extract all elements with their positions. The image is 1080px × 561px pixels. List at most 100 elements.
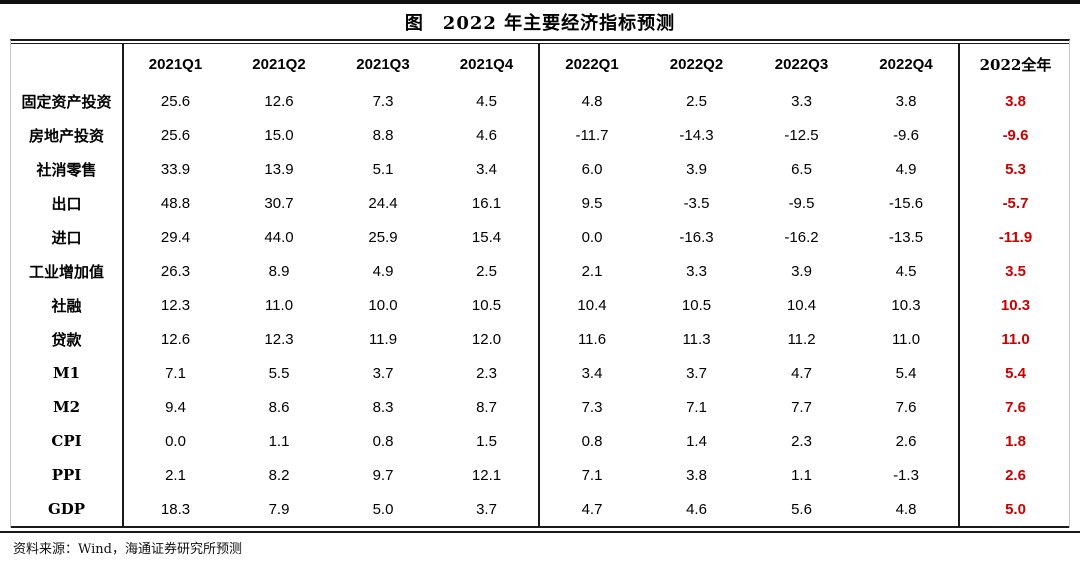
column-header: 2022Q4: [854, 44, 960, 84]
value-cell: 0.0: [581, 228, 603, 246]
source-note: 资料来源：Wind，海通证券研究所预测: [13, 542, 242, 557]
value-cell: 5.6: [791, 500, 812, 518]
row-label: 固定资产投资: [11, 84, 124, 118]
row-label: 社融: [11, 288, 124, 322]
table-row: 贷款 12.6 12.3 11.9 12.0 11.6 11.3 11.2 11.0 11.0: [11, 322, 1071, 356]
annual-value-cell: 7.6: [1005, 398, 1026, 416]
value-cell: 5.0: [372, 500, 394, 518]
value-cell: 7.1: [165, 364, 186, 382]
value-cell: 24.4: [368, 194, 398, 212]
annual-value-cell: -11.9: [998, 228, 1033, 246]
value-cell: 4.8: [581, 92, 603, 110]
table-row: 固定资产投资 25.6 12.6 7.3 4.5 4.8 2.5 3.3 3.8 3.8: [11, 84, 1071, 118]
value-cell: 3.7: [686, 364, 707, 382]
value-cell: 10.3: [854, 288, 960, 322]
value-cell: 8.7: [435, 390, 540, 424]
value-cell: 1.1: [791, 466, 812, 484]
value-cell: 4.6: [435, 118, 540, 152]
value-cell: 10.4: [786, 296, 817, 314]
value-cell: 10.0: [368, 296, 398, 314]
value-cell: 3.4: [435, 152, 540, 186]
value-cell: 18.3: [160, 500, 191, 518]
value-cell: 7.3: [372, 92, 394, 110]
row-label: 进口: [11, 220, 124, 254]
value-cell: 10.5: [435, 288, 540, 322]
table-row: 工业增加值 26.3 8.9 4.9 2.5 2.1 3.3 3.9 4.5 3.5: [11, 254, 1071, 288]
value-cell: 12.1: [435, 458, 540, 492]
value-cell: 10.4: [577, 296, 607, 314]
value-cell: 8.3: [372, 398, 394, 416]
top-divider: [0, 0, 1080, 4]
column-header: 2021Q2: [252, 55, 306, 73]
table-row: 社消零售 33.9 13.9 5.1 3.4 6.0 3.9 6.5 4.9 5.3: [11, 152, 1071, 186]
value-cell: 13.9: [264, 160, 294, 178]
corner-cell: [11, 44, 124, 84]
value-cell: 4.5: [854, 254, 960, 288]
value-cell: 11.2: [787, 330, 816, 348]
table-row: M2 9.4 8.6 8.3 8.7 7.3 7.1 7.7 7.6 7.6: [11, 390, 1071, 424]
column-header: 2022Q1: [565, 55, 619, 73]
value-cell: 0.0: [165, 432, 186, 450]
value-cell: 0.8: [581, 432, 603, 450]
value-cell: 3.4: [581, 364, 603, 382]
value-cell: 7.1: [581, 466, 603, 484]
bottom-divider: [0, 531, 1080, 533]
annual-value-cell: 3.5: [1005, 262, 1026, 280]
value-cell: 12.3: [160, 296, 191, 314]
column-header: 2021Q1: [148, 55, 203, 73]
header-row: 2021Q1 2021Q2 2021Q3 2021Q4 2022Q1 2022Q2 2022…: [11, 44, 1071, 84]
row-label: CPI: [11, 424, 124, 458]
value-cell: 3.9: [791, 262, 812, 280]
value-cell: 7.9: [268, 500, 290, 518]
column-header: 2022全年: [979, 55, 1052, 74]
value-cell: 11.0: [854, 322, 960, 356]
value-cell: 11.9: [368, 330, 398, 348]
value-cell: 8.9: [268, 262, 290, 280]
value-cell: 4.8: [854, 492, 960, 526]
table-row: M1 7.1 5.5 3.7 2.3 3.4 3.7 4.7 5.4 5.4: [11, 356, 1071, 390]
value-cell: -3.5: [683, 194, 710, 212]
value-cell: 2.3: [791, 432, 812, 450]
value-cell: 12.6: [160, 330, 191, 348]
table-row: 房地产投资 25.6 15.0 8.8 4.6 -11.7 -14.3 -12.5 -9.6 -9…: [11, 118, 1071, 152]
annual-value-cell: 11.0: [1001, 330, 1030, 348]
value-cell: -12.5: [784, 126, 819, 144]
value-cell: 5.4: [854, 356, 960, 390]
annual-value-cell: 5.4: [1005, 364, 1026, 382]
table-row: GDP 18.3 7.9 5.0 3.7 4.7 4.6 5.6 4.8 5.0: [11, 492, 1071, 526]
value-cell: -16.2: [784, 228, 819, 246]
annual-value-cell: 2.6: [1005, 466, 1026, 484]
value-cell: 25.9: [368, 228, 398, 246]
value-cell: 6.0: [581, 160, 603, 178]
annual-value-cell: -9.6: [1002, 126, 1029, 144]
column-header: 2021Q3: [356, 55, 410, 73]
value-cell: 48.8: [160, 194, 191, 212]
value-cell: 11.6: [577, 330, 607, 348]
value-cell: -9.6: [854, 118, 960, 152]
table-row: 出口 48.8 30.7 24.4 16.1 9.5 -3.5 -9.5 -15.6 -5.7: [11, 186, 1071, 220]
value-cell: 12.0: [435, 322, 540, 356]
annual-value-cell: 5.0: [1005, 500, 1026, 518]
annual-value-cell: 3.8: [1005, 92, 1026, 110]
forecast-table-grid: 2021Q1 2021Q2 2021Q3 2021Q4 2022Q1 2022Q2 2022…: [11, 44, 1071, 526]
annual-value-cell: 5.3: [1005, 160, 1026, 178]
value-cell: 15.0: [264, 126, 294, 144]
table-row: 社融 12.3 11.0 10.0 10.5 10.4 10.5 10.4 10.3 10.3: [11, 288, 1071, 322]
value-cell: -11.7: [575, 126, 609, 144]
value-cell: 3.8: [854, 84, 960, 118]
value-cell: -16.3: [679, 228, 714, 246]
value-cell: 9.5: [581, 194, 603, 212]
value-cell: 33.9: [160, 160, 191, 178]
value-cell: 2.5: [686, 92, 707, 110]
value-cell: 3.9: [686, 160, 707, 178]
row-label: M2: [11, 390, 124, 424]
value-cell: -9.5: [788, 194, 815, 212]
value-cell: 15.4: [435, 220, 540, 254]
value-cell: -13.5: [854, 220, 960, 254]
value-cell: 12.3: [264, 330, 294, 348]
value-cell: 0.8: [372, 432, 394, 450]
row-label: PPI: [11, 458, 124, 492]
figure-title: 图 2022 年主要经济指标预测: [404, 13, 676, 34]
column-header: 2022Q2: [669, 55, 724, 73]
row-label: GDP: [11, 492, 124, 526]
